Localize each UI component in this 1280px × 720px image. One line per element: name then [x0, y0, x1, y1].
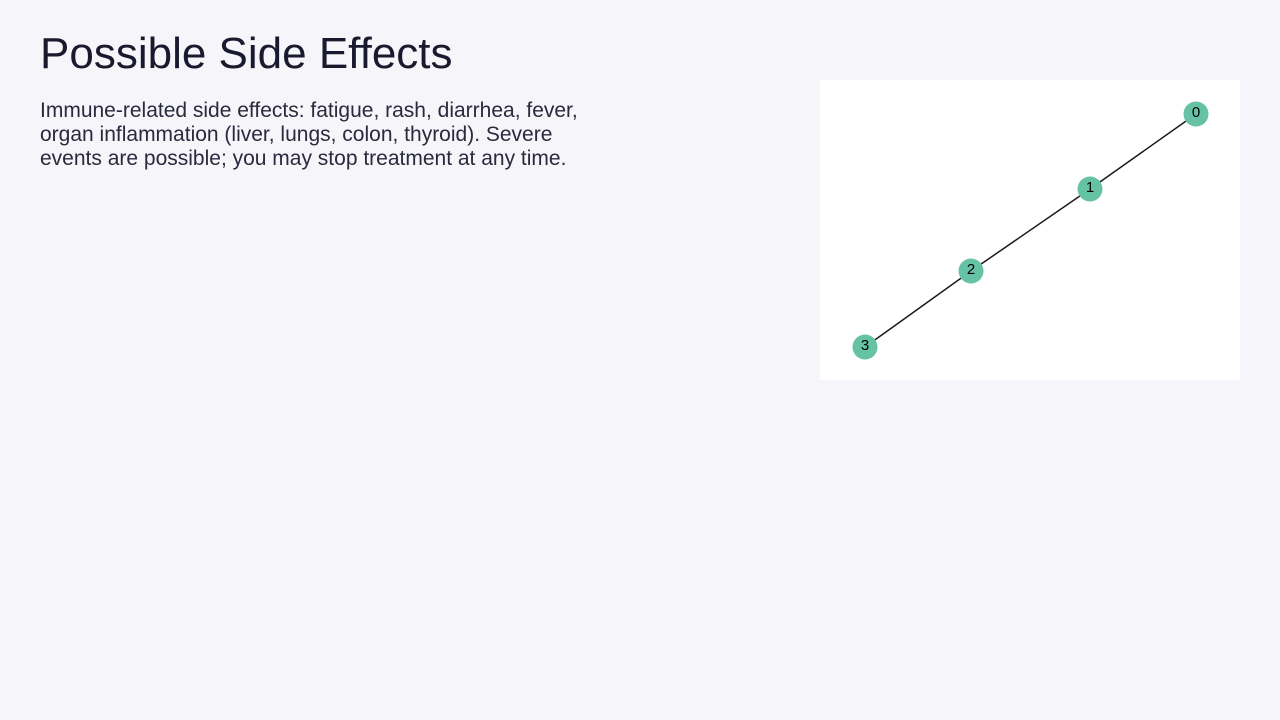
- page-title: Possible Side Effects: [40, 29, 453, 78]
- edge-2-3: [864, 270, 972, 348]
- node-0: 0: [1183, 101, 1209, 127]
- node-label: 0: [1192, 104, 1200, 121]
- graph-diagram-panel: 0 1 2 3: [820, 80, 1240, 380]
- node-label: 1: [1086, 179, 1094, 196]
- side-effects-text: Immune-related side effects: fatigue, ra…: [40, 99, 578, 170]
- node-circle: [1183, 101, 1209, 127]
- node-label: 3: [861, 337, 869, 354]
- node-circle: [1077, 176, 1103, 202]
- node-label: 2: [967, 261, 975, 278]
- node-2: 2: [958, 258, 984, 284]
- graph-diagram: 0 1 2 3: [852, 101, 1209, 360]
- node-3: 3: [852, 334, 878, 360]
- edge-0-1: [1089, 113, 1197, 190]
- node-circle: [958, 258, 984, 284]
- node-1: 1: [1077, 176, 1103, 202]
- edge-1-2: [970, 188, 1091, 272]
- node-circle: [852, 334, 878, 360]
